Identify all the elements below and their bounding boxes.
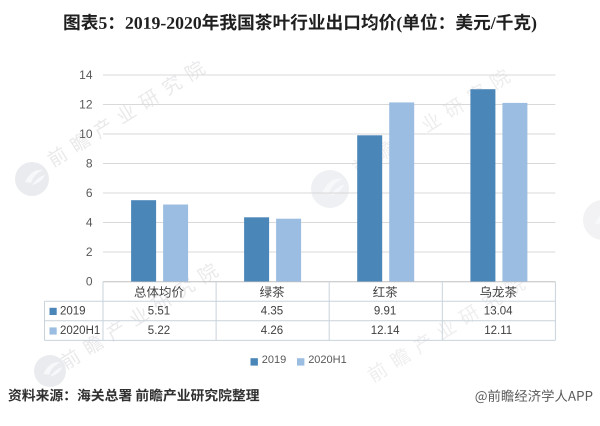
svg-text:6: 6: [86, 186, 93, 200]
svg-text:8: 8: [86, 157, 93, 171]
svg-text:13.04: 13.04: [484, 305, 513, 317]
svg-text:12.14: 12.14: [371, 325, 400, 337]
svg-text:2: 2: [86, 245, 93, 259]
svg-text:10: 10: [79, 127, 93, 141]
svg-text:12: 12: [79, 98, 93, 112]
svg-text:5.51: 5.51: [148, 305, 170, 317]
svg-text:4.26: 4.26: [261, 325, 283, 337]
svg-text:5.22: 5.22: [148, 325, 170, 337]
svg-text:2019: 2019: [60, 305, 86, 317]
svg-text:2019: 2019: [262, 354, 286, 366]
svg-text:12.11: 12.11: [484, 325, 512, 337]
svg-text:9.91: 9.91: [374, 305, 396, 317]
svg-text:4.35: 4.35: [261, 305, 283, 317]
svg-text:0: 0: [86, 275, 93, 289]
svg-text:2020H1: 2020H1: [60, 325, 100, 337]
svg-text:4: 4: [86, 216, 93, 230]
svg-text:14: 14: [79, 68, 93, 82]
svg-text:2020H1: 2020H1: [308, 354, 347, 366]
